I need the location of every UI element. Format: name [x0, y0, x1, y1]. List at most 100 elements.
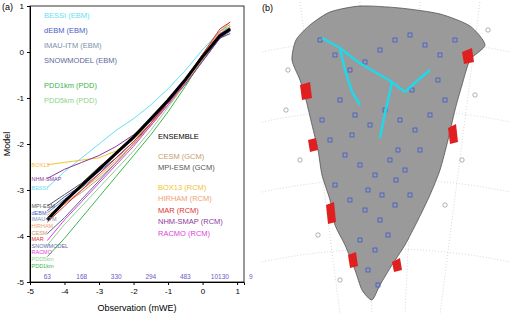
station: [373, 248, 377, 252]
legend-entry: ENSEMBLE: [158, 132, 199, 141]
station: [428, 113, 432, 117]
bin-counts: 63168330294483101309: [44, 273, 253, 280]
x-tick: 0: [201, 282, 206, 296]
station: [394, 178, 398, 182]
map-panel: [258, 2, 512, 314]
y-tick-mark: [27, 6, 30, 7]
island: [460, 158, 464, 162]
x-tick: -1: [165, 282, 173, 296]
y-tick-mark: [27, 282, 30, 283]
station: [358, 238, 362, 242]
station: [410, 88, 414, 92]
station: [453, 38, 457, 42]
y-tick-mark: [27, 144, 30, 145]
model-line: [47, 22, 230, 222]
station: [363, 60, 367, 64]
station: [393, 38, 397, 42]
island: [316, 233, 320, 237]
traverse-track: [380, 82, 392, 138]
x-tick-mark: [134, 282, 135, 285]
station: [396, 148, 400, 152]
start-label: MPI-ESM: [32, 203, 56, 209]
station: [366, 268, 370, 272]
x-tick-mark: [237, 282, 238, 285]
bin-count: 10130: [211, 273, 229, 280]
start-label: CESM: [32, 230, 48, 236]
start-labels: BOX13NHM-SMAPBESSIMPI-ESMdEBMIMAU-ITMHIR…: [32, 162, 69, 269]
y-tick-label: -4: [17, 232, 25, 241]
y-tick-mark: [27, 236, 30, 237]
y-tick: -3: [17, 186, 30, 195]
island: [443, 203, 447, 207]
station: [408, 33, 412, 37]
legend-entry: CESM (GCM): [158, 152, 205, 161]
station: [338, 98, 342, 102]
start-label: SNOWMODEL: [32, 243, 69, 249]
y-tick-label: -1: [17, 94, 25, 103]
x-tick-mark: [99, 282, 100, 285]
start-label: IMAU-ITM: [32, 216, 57, 222]
model-line: [47, 22, 230, 215]
station: [333, 183, 337, 187]
legend-entry: MPI-ESM (GCM): [158, 163, 215, 172]
start-label: MAR: [32, 236, 44, 242]
station: [388, 158, 392, 162]
x-tick: -3: [96, 282, 104, 296]
legend-entry: BESSI (EBM): [44, 11, 90, 20]
graticule: [262, 2, 510, 314]
bin-count: 168: [76, 273, 87, 280]
island: [298, 158, 302, 162]
x-tick-label: 1: [235, 287, 240, 296]
map-background: [258, 2, 512, 314]
legend-entry: IMAU-ITM (EBM): [44, 41, 102, 50]
legend-entry: MAR (RCM): [158, 206, 199, 215]
station: [348, 198, 352, 202]
legend-entry: PDD5km (PDD): [44, 96, 97, 105]
y-tick-label: 1: [20, 2, 25, 11]
y-tick: -5: [17, 278, 30, 287]
y-tick-label: -5: [17, 278, 25, 287]
y-axis-title: Model: [2, 132, 12, 157]
y-tick-label: -2: [17, 140, 25, 149]
x-axis-line: [31, 283, 245, 286]
station: [438, 53, 442, 57]
station: [403, 168, 407, 172]
station: [366, 188, 370, 192]
panel-label: (a): [2, 2, 13, 12]
y-tick-mark: [27, 98, 30, 99]
traverse-track: [405, 70, 430, 92]
plot-frame: [30, 6, 244, 282]
station: [348, 68, 352, 72]
island: [473, 93, 477, 97]
y-tick-label: -3: [17, 186, 25, 195]
station: [368, 123, 372, 127]
station: [418, 148, 422, 152]
legend-entry: HIRHAM (RCM): [158, 194, 212, 203]
station: [328, 138, 332, 142]
island: [284, 108, 288, 112]
bin-count: 483: [180, 273, 191, 280]
x-axis: -5-4-3-2-101: [27, 282, 245, 296]
station: [408, 193, 412, 197]
station: [443, 98, 447, 102]
margin-patch: [462, 48, 474, 64]
y-tick: 0: [20, 48, 30, 57]
x-tick-label: -1: [165, 287, 173, 296]
station: [353, 113, 357, 117]
legend-entry: BOX13 (RCM): [158, 183, 207, 192]
start-label: PDD1km: [32, 263, 54, 269]
island: [486, 28, 490, 32]
bin-count: 330: [111, 273, 122, 280]
station: [318, 38, 322, 42]
x-tick: -2: [130, 282, 138, 296]
x-tick-label: -2: [130, 287, 138, 296]
start-label: HIRHAM: [32, 223, 54, 229]
station: [350, 133, 354, 137]
x-tick: -4: [61, 282, 69, 296]
x-tick-label: 0: [201, 287, 206, 296]
y-tick: 1: [20, 2, 30, 11]
legend-entry: SNOWMODEL (EBM): [44, 56, 118, 65]
x-tick-mark: [168, 282, 169, 285]
station: [413, 128, 417, 132]
station: [373, 173, 377, 177]
